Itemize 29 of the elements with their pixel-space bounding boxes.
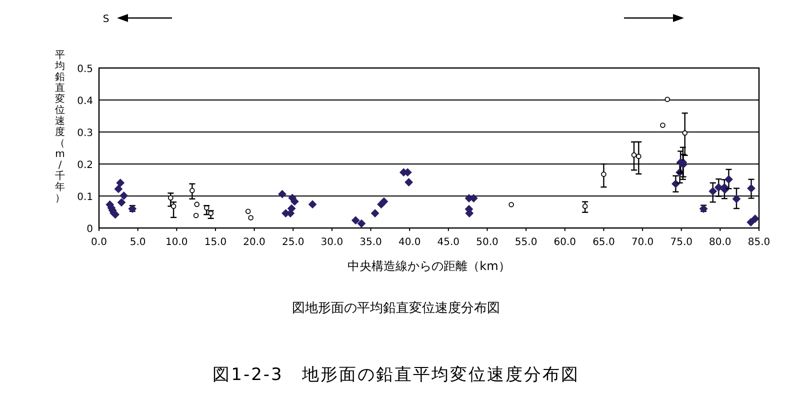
x-tick-label: 40.0 bbox=[398, 237, 421, 248]
x-tick-label: 0.0 bbox=[91, 237, 107, 248]
y-tick-label: 0.3 bbox=[77, 128, 93, 139]
x-tick-label: 20.0 bbox=[243, 237, 266, 248]
x-axis-title: 中央構造線からの距離（km） bbox=[348, 259, 510, 273]
x-tick-label: 15.0 bbox=[204, 237, 227, 248]
x-tick-label: 80.0 bbox=[709, 237, 732, 248]
x-tick-label: 60.0 bbox=[554, 237, 576, 248]
y-tick-label: 0 bbox=[86, 224, 93, 235]
text: 図地形面の平均鉛直変位速度分布図 bbox=[292, 300, 500, 316]
x-tick-label: 50.0 bbox=[476, 237, 498, 248]
x-tick-label: 30.0 bbox=[320, 237, 344, 248]
y-tick-label: 0.5 bbox=[77, 64, 93, 75]
x-tick-label: 45.0 bbox=[437, 237, 460, 248]
y-tick-label: 0.1 bbox=[77, 192, 93, 203]
x-tick-label: 75.0 bbox=[670, 237, 692, 248]
x-tick-label: 25.0 bbox=[282, 237, 304, 248]
x-tick-label: 70.0 bbox=[631, 237, 654, 248]
y-tick-label: 0.2 bbox=[77, 160, 93, 171]
x-tick-label: 85.0 bbox=[748, 237, 770, 248]
text: 平均鉛直変位速度（m/千年） bbox=[55, 50, 65, 204]
x-tick-label: 55.0 bbox=[514, 237, 538, 248]
y-tick-label: 0.4 bbox=[77, 96, 93, 107]
x-tick-label: 10.0 bbox=[166, 237, 188, 248]
x-tick-label: 65.0 bbox=[592, 237, 615, 248]
text: 図1-2-3 地形面の鉛直平均変位速度分布図 bbox=[212, 365, 580, 385]
x-tick-label: 5.0 bbox=[130, 237, 146, 248]
x-tick-label: 35.0 bbox=[360, 237, 382, 248]
text: S bbox=[102, 14, 110, 25]
